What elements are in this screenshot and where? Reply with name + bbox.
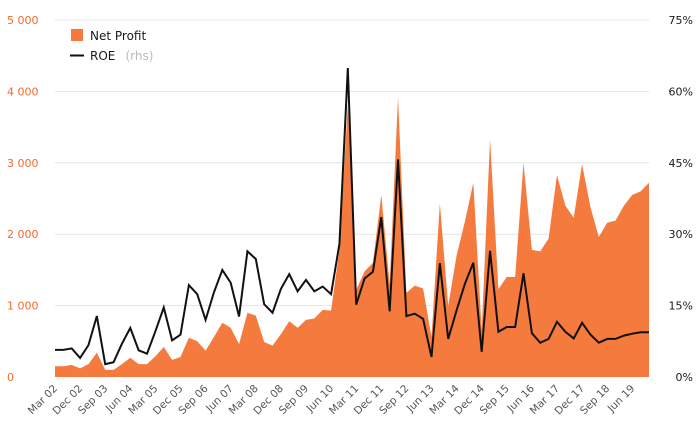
y-right-tick-label: 45% bbox=[669, 157, 693, 170]
y-right-tick-label: 60% bbox=[669, 85, 693, 98]
y-right-tick-label: 75% bbox=[669, 14, 693, 27]
y-axis-right: 0% 15% 30% 45% 60% 75% bbox=[669, 14, 693, 384]
legend-label-roe: ROE (rhs) bbox=[90, 45, 153, 64]
y-left-tick-label: 5 000 bbox=[7, 14, 39, 27]
y-left-tick-label: 0 bbox=[7, 371, 14, 384]
legend-roe-rhs: (rhs) bbox=[125, 49, 153, 63]
series-roe-line bbox=[55, 68, 649, 366]
y-left-tick-label: 4 000 bbox=[7, 85, 39, 98]
series-net-profit-area bbox=[55, 97, 649, 378]
line-layer bbox=[55, 68, 649, 366]
y-left-tick-label: 2 000 bbox=[7, 228, 39, 241]
area-layer bbox=[55, 97, 649, 378]
y-right-tick-label: 15% bbox=[669, 300, 693, 313]
y-left-tick-label: 3 000 bbox=[7, 157, 39, 170]
legend-roe-text: ROE bbox=[90, 49, 115, 63]
y-left-tick-label: 1 000 bbox=[7, 300, 39, 313]
y-right-tick-label: 0% bbox=[676, 371, 693, 384]
legend-label-net-profit: Net Profit bbox=[90, 29, 146, 43]
legend-swatch-net-profit bbox=[71, 29, 83, 41]
y-axis-left: 0 1 000 2 000 3 000 4 000 5 000 bbox=[7, 14, 39, 384]
x-tick-label: Jun 19 bbox=[605, 383, 638, 416]
legend: Net Profit ROE (rhs) bbox=[70, 29, 153, 64]
y-right-tick-label: 30% bbox=[669, 228, 693, 241]
